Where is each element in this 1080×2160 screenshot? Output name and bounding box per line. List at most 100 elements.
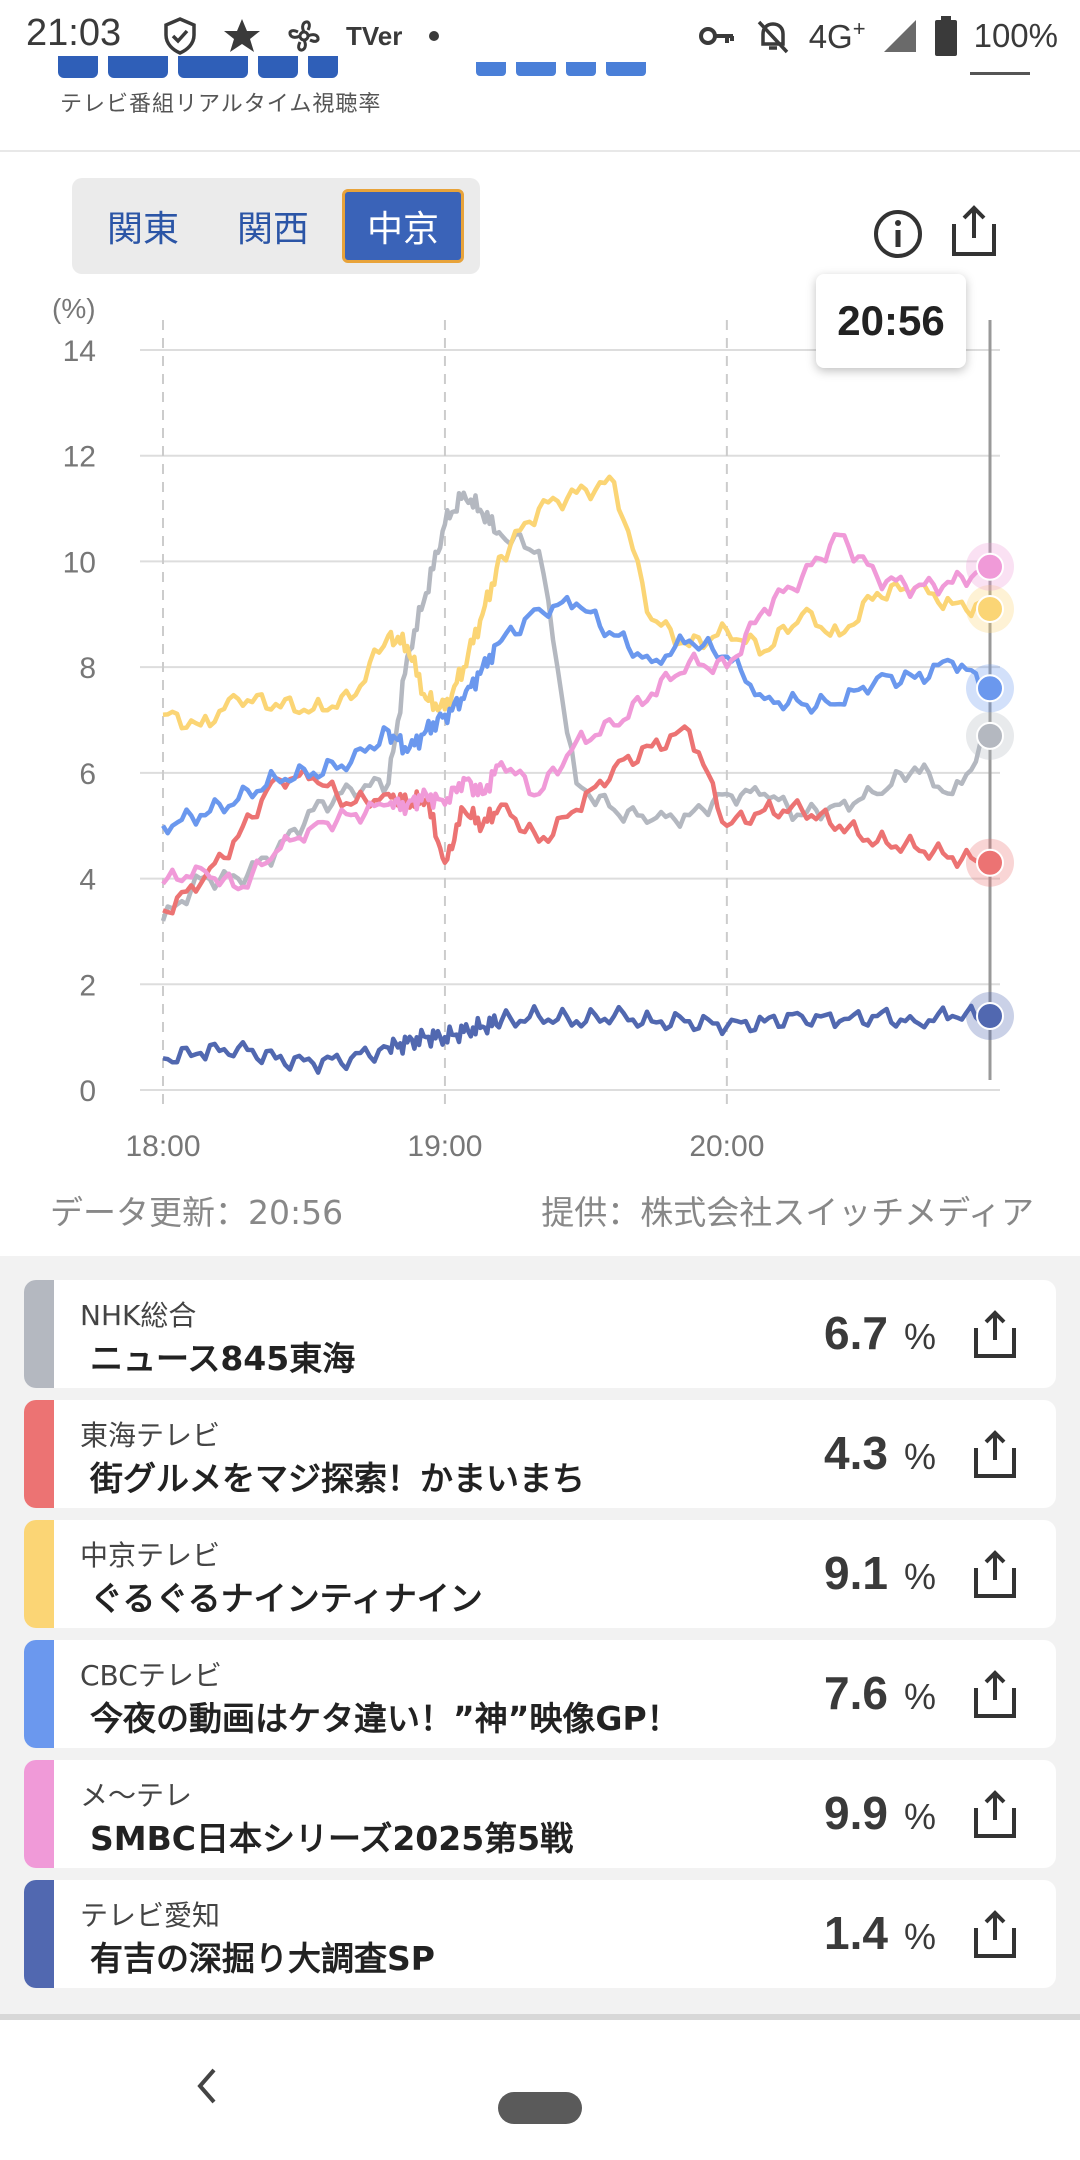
system-nav-bar [0, 2020, 1080, 2160]
program-title: 有吉の深掘り大調査SP [90, 1939, 435, 1978]
status-icons-right: 4G+ 100% [697, 12, 1058, 60]
rating-value: 1.4 [824, 1907, 888, 1959]
series-line [160, 490, 991, 922]
status-icons-left: TVer [160, 12, 444, 60]
tver-icon: TVer [346, 20, 403, 51]
y-axis-label: (%) [52, 293, 96, 324]
battery-icon [934, 16, 957, 56]
station-name: テレビ愛知 [80, 1899, 221, 1932]
rating-value: 9.1 [824, 1547, 888, 1599]
data-updated-text: データ更新：20:56 [50, 1193, 344, 1232]
tab-kansai[interactable]: 関西 [236, 209, 309, 250]
share-icon[interactable] [968, 1308, 1022, 1362]
shield-check-icon [164, 17, 196, 55]
x-tick-label: 20:00 [689, 1130, 764, 1163]
share-icon[interactable] [968, 1428, 1022, 1482]
bell-off-icon [757, 20, 788, 54]
share-icon[interactable] [968, 1788, 1022, 1842]
station-name: NHK総合 [80, 1299, 197, 1332]
rating-unit: % [904, 1796, 937, 1837]
rating-value: 6.7 [824, 1307, 888, 1359]
status-time: 21:03 [26, 12, 122, 54]
rating-value: 7.6 [824, 1667, 888, 1719]
series-marker [976, 595, 1004, 623]
series-line [162, 474, 992, 731]
brand-switchmedia-logo [476, 62, 676, 80]
series-line [162, 724, 992, 916]
y-tick-label: 6 [79, 758, 96, 791]
channel-color-stripe [24, 1640, 54, 1748]
series-marker [976, 552, 1004, 581]
share-icon[interactable] [968, 1668, 1022, 1722]
program-title: SMBC日本シリーズ2025第5戦 [90, 1819, 574, 1858]
dot-icon [429, 31, 440, 41]
chart-meta: データ更新：20:56 提供：株式会社スイッチメディア [0, 1186, 1080, 1236]
station-name: 東海テレビ [80, 1419, 221, 1452]
y-tick-label: 2 [79, 969, 96, 1002]
app-header: テレビ番組リアルタイム視聴率 [0, 56, 1080, 152]
signal-icon [883, 20, 916, 52]
program-list: NHK総合 ニュース845東海 6.7 % 東海テレビ 街グルメをマジ探索！かま… [0, 1256, 1080, 2016]
program-card-tokai[interactable]: 東海テレビ 街グルメをマジ探索！かまいまち 4.3 % [24, 1400, 1056, 1508]
y-tick-label: 10 [63, 546, 96, 579]
brand-tagline: テレビ番組リアルタイム視聴率 [60, 92, 382, 117]
series-line [161, 532, 992, 892]
rating-unit: % [904, 1916, 937, 1957]
rating-unit: % [904, 1676, 937, 1717]
battery-level: 100% [973, 17, 1058, 54]
app-logo[interactable] [58, 56, 378, 82]
channel-color-stripe [24, 1400, 54, 1508]
menu-icon[interactable] [970, 72, 1030, 75]
program-card-cbc[interactable]: CBCテレビ 今夜の動画はケタ違い！”神”映像GP！ 7.6 % [24, 1640, 1056, 1748]
data-provider-text: 提供：株式会社スイッチメディア [541, 1193, 1034, 1232]
program-card-meitele[interactable]: メ〜テレ SMBC日本シリーズ2025第5戦 9.9 % [24, 1760, 1056, 1868]
share-icon[interactable] [944, 202, 1004, 262]
channel-color-stripe [24, 1760, 54, 1868]
program-title: 今夜の動画はケタ違い！”神”映像GP！ [90, 1699, 680, 1738]
region-tabs: 関東 関西 中京 [72, 178, 480, 274]
channel-color-stripe [24, 1280, 54, 1388]
program-card-tv-aichi[interactable]: テレビ愛知 有吉の深掘り大調査SP 1.4 % [24, 1880, 1056, 1988]
station-name: CBCテレビ [80, 1659, 222, 1692]
list-divider [0, 2014, 1080, 2020]
rating-chart[interactable]: 0 2 4 6 8 10 12 14 (%) 18:00 19:00 20:00 [0, 290, 1080, 1190]
program-title: 街グルメをマジ探索！かまいまち [90, 1459, 585, 1498]
program-card-chukyo[interactable]: 中京テレビ ぐるぐるナインティナイン 9.1 % [24, 1520, 1056, 1628]
rating-unit: % [904, 1436, 937, 1477]
home-pill-button[interactable] [498, 2092, 582, 2124]
channel-color-stripe [24, 1520, 54, 1628]
star-icon [224, 19, 260, 52]
series-line [161, 594, 992, 836]
series-marker [976, 674, 1004, 703]
fan-icon [288, 20, 320, 52]
series-marker [976, 1002, 1004, 1030]
station-name: 中京テレビ [80, 1539, 221, 1572]
program-card-nhk[interactable]: NHK総合 ニュース845東海 6.7 % [24, 1280, 1056, 1388]
y-tick-label: 0 [79, 1075, 96, 1108]
y-tick-label: 12 [63, 441, 96, 474]
share-icon[interactable] [968, 1548, 1022, 1602]
series-marker [976, 721, 1004, 750]
tab-kanto[interactable]: 関東 [106, 209, 179, 250]
station-name: メ〜テレ [80, 1779, 193, 1812]
series-line [162, 1003, 991, 1075]
network-label: 4G+ [808, 16, 866, 55]
tab-chukyo[interactable]: 中京 [342, 189, 464, 263]
rating-unit: % [904, 1556, 937, 1597]
info-icon[interactable] [868, 204, 928, 264]
chart-cursor-time: 20:56 [816, 274, 966, 368]
y-tick-label: 14 [63, 335, 96, 368]
key-icon [698, 27, 734, 45]
x-tick-label: 19:00 [407, 1130, 482, 1163]
y-tick-label: 4 [79, 864, 96, 897]
y-tick-label: 8 [79, 652, 96, 685]
series-marker [976, 848, 1004, 877]
program-title: ニュース845東海 [90, 1339, 356, 1378]
rating-value: 4.3 [824, 1427, 888, 1479]
program-title: ぐるぐるナインティナイン [90, 1579, 483, 1618]
channel-color-stripe [24, 1880, 54, 1988]
back-icon[interactable] [186, 2056, 226, 2116]
rating-value: 9.9 [824, 1787, 888, 1839]
rating-unit: % [904, 1316, 937, 1357]
share-icon[interactable] [968, 1908, 1022, 1962]
